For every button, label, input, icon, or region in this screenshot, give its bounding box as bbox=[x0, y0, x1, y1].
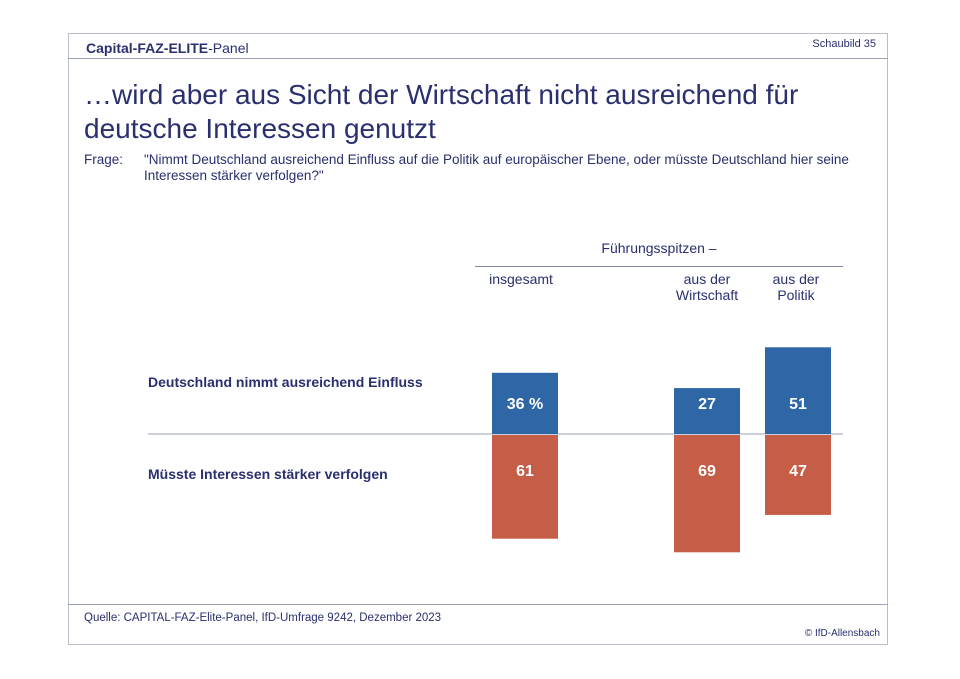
column-header-insgesamt: insgesamt bbox=[489, 271, 553, 287]
question-text: "Nimmt Deutschland ausreichend Einfluss … bbox=[144, 152, 849, 183]
data-label-ausreichend-politik: 51 bbox=[789, 396, 807, 413]
group-header: Führungsspitzen – bbox=[601, 240, 717, 256]
source-note: Quelle: CAPITAL-FAZ-Elite-Panel, IfD-Umf… bbox=[84, 612, 442, 624]
data-label-ausreichend-wirtschaft: 27 bbox=[698, 396, 716, 413]
bar-verfolgen-wirtschaft bbox=[674, 435, 740, 553]
brand-bold: Capital-FAZ-ELITE bbox=[86, 40, 209, 56]
bar-ausreichend-insgesamt bbox=[492, 372, 558, 434]
footer-rule bbox=[68, 604, 888, 605]
panel-brand: Capital-FAZ-ELITE-Panel bbox=[86, 40, 249, 56]
chart-number: Schaubild 35 bbox=[812, 38, 876, 50]
brand-rest: -Panel bbox=[208, 40, 249, 56]
bar-verfolgen-politik bbox=[765, 435, 831, 515]
copyright-note: © IfD-Allensbach bbox=[804, 628, 880, 639]
bar-ausreichend-politik bbox=[765, 347, 831, 434]
data-label-ausreichend-insgesamt: 36 % bbox=[507, 396, 543, 413]
row-label-verfolgen: Müsste Interessen stärker verfolgen bbox=[148, 466, 388, 482]
header-rule bbox=[68, 58, 888, 59]
bar-verfolgen-insgesamt bbox=[492, 435, 558, 539]
survey-question: Frage: "Nimmt Deutschland ausreichend Ei… bbox=[84, 152, 874, 184]
row-label-ausreichend: Deutschland nimmt ausreichend Einfluss bbox=[148, 374, 423, 390]
group-header-rule bbox=[475, 266, 843, 267]
data-label-verfolgen-politik: 47 bbox=[789, 463, 807, 480]
bar-ausreichend-wirtschaft bbox=[674, 388, 740, 434]
data-label-verfolgen-insgesamt: 61 bbox=[516, 463, 534, 480]
chart-frame bbox=[68, 33, 888, 645]
data-label-verfolgen-wirtschaft: 69 bbox=[698, 463, 716, 480]
question-label: Frage: bbox=[84, 152, 124, 167]
column-header-politik: aus der Politik bbox=[772, 271, 820, 303]
page-title: …wird aber aus Sicht der Wirtschaft nich… bbox=[84, 79, 799, 144]
column-header-wirtschaft: aus der Wirtschaft bbox=[675, 271, 739, 303]
